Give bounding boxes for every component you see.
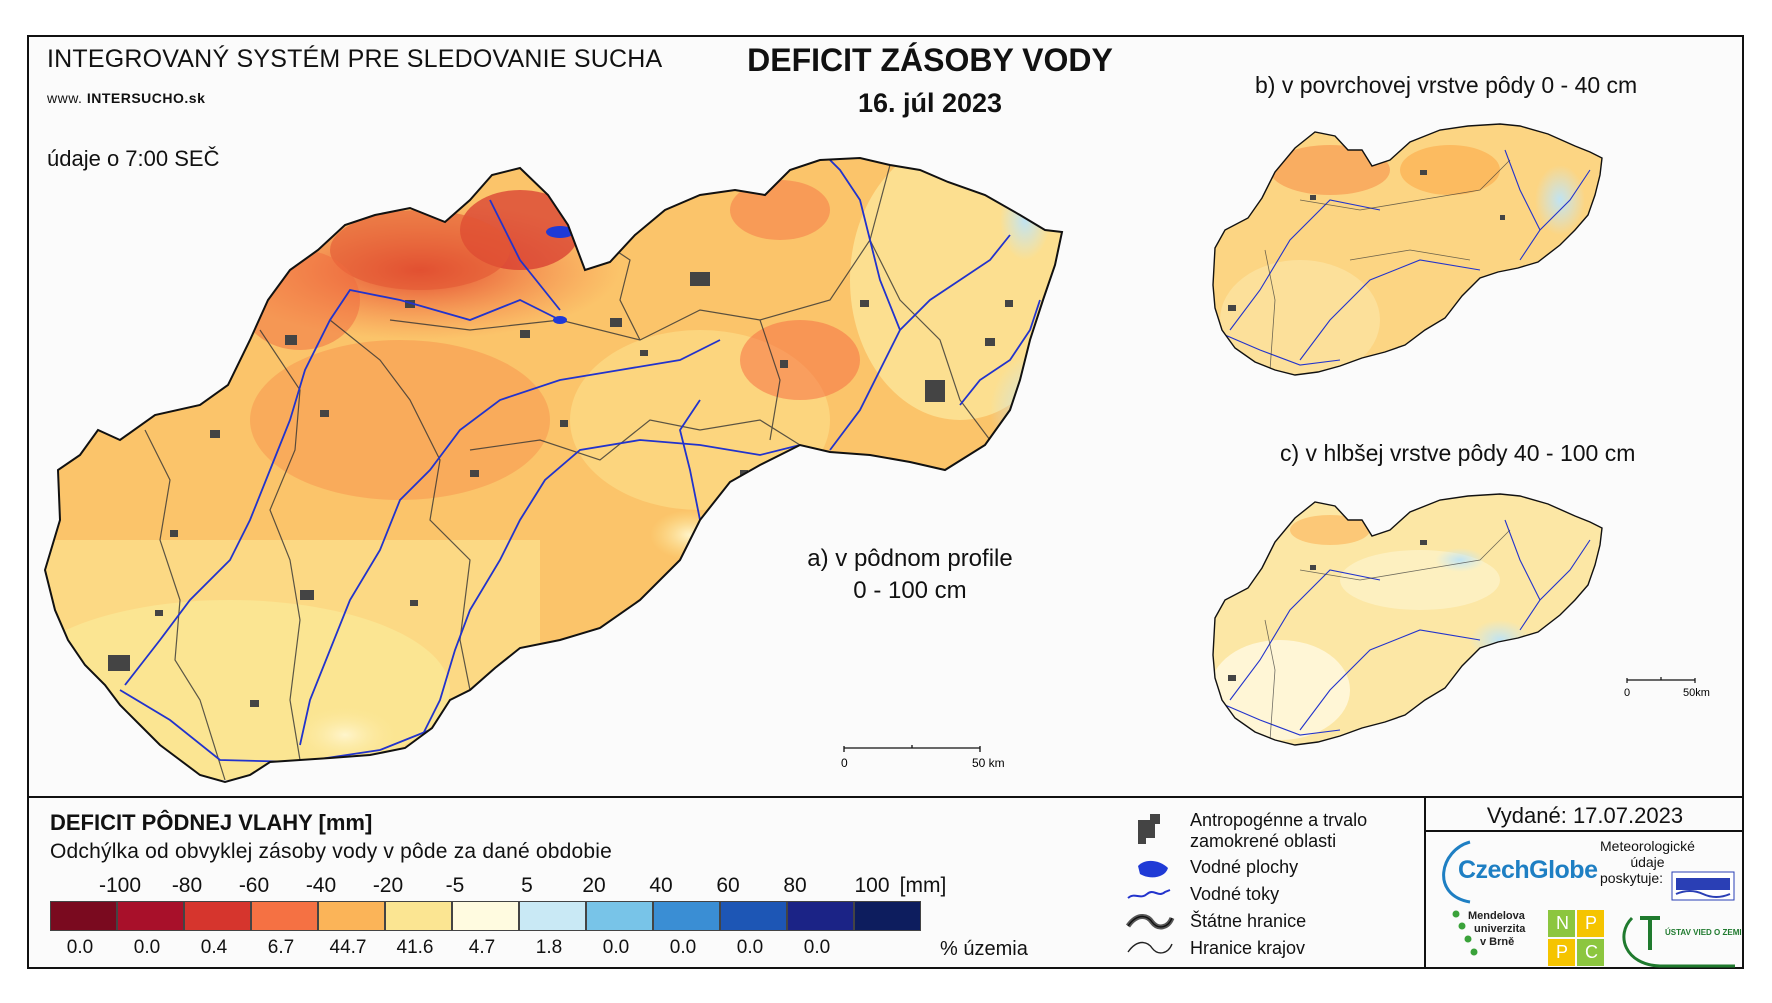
legend-percent: 44.7 bbox=[329, 937, 367, 958]
legend-swatch bbox=[184, 901, 251, 931]
legend-swatch bbox=[720, 901, 787, 931]
mendel-line-3: v Brně bbox=[1480, 936, 1515, 948]
state-border-icon bbox=[1125, 914, 1175, 930]
meteo-line-3: poskytuje: bbox=[1600, 870, 1664, 886]
system-name: INTEGROVANÝ SYSTÉM PRE SLEDOVANIE SUCHA bbox=[47, 45, 663, 73]
legend-percent: 0.0 bbox=[602, 937, 630, 958]
legend-swatch bbox=[50, 901, 117, 931]
key-region-border-label: Hranice krajov bbox=[1190, 938, 1306, 958]
legend-break: 80 bbox=[783, 874, 807, 897]
legend-swatch bbox=[385, 901, 452, 931]
legend-title: DEFICIT PÔDNEJ VLAHY [mm] bbox=[50, 810, 373, 835]
legend-percent: 4.7 bbox=[468, 937, 496, 958]
key-urban-label-2: zamokrené oblasti bbox=[1190, 831, 1337, 851]
legend-percent: 41.6 bbox=[396, 937, 434, 958]
legend-break: 20 bbox=[582, 874, 606, 897]
legend-percent: 0.0 bbox=[803, 937, 831, 958]
legend-divider bbox=[27, 796, 1744, 798]
legend-percent: 0.0 bbox=[66, 937, 94, 958]
key-state-border-label: Štátne hranice bbox=[1190, 911, 1307, 931]
legend-percent: 6.7 bbox=[267, 937, 295, 958]
mendel-line-1: Mendelova bbox=[1468, 910, 1525, 922]
main-map bbox=[44, 157, 1063, 783]
mendel-line-2: univerzita bbox=[1474, 923, 1526, 935]
map-subsoil bbox=[1212, 493, 1603, 746]
meteo-provider-label: Meteorologické údaje poskytuje: bbox=[1600, 838, 1695, 886]
legend-break: -80 bbox=[171, 874, 203, 897]
legend-break: 40 bbox=[649, 874, 673, 897]
main-scalebar bbox=[843, 745, 981, 752]
legend-break: 100 bbox=[854, 874, 890, 897]
main-scalebar-end: 50 km bbox=[972, 756, 1005, 770]
panel-c-label: c) v hlbšej vrstve pôdy 40 - 100 cm bbox=[1280, 440, 1636, 466]
mendel-university-logo bbox=[1452, 910, 1478, 956]
website-link[interactable]: www. INTERSUCHO.sk bbox=[47, 90, 205, 106]
legend-percent: 0.0 bbox=[133, 937, 161, 958]
legend-swatch bbox=[586, 901, 653, 931]
soil-science-institute-logo: ÚSTAV VIED O ZEMI bbox=[1622, 916, 1742, 968]
legend-percent-label: % územia bbox=[940, 938, 1028, 960]
map-date: 16. júl 2023 bbox=[857, 88, 1003, 118]
key-urban-label: Antropogénne a trvalo bbox=[1190, 810, 1368, 830]
river-line-icon bbox=[1127, 889, 1171, 899]
key-water-bodies-label: Vodné plochy bbox=[1190, 857, 1299, 877]
url-prefix: www. bbox=[47, 90, 83, 106]
legend-swatch bbox=[519, 901, 586, 931]
panel-a-depth: 0 - 100 cm bbox=[853, 577, 967, 604]
meteo-line-1: Meteorologické bbox=[1600, 838, 1695, 854]
page-title: DEFICIT ZÁSOBY VODY bbox=[747, 42, 1113, 78]
legend-percent: 0.0 bbox=[669, 937, 697, 958]
main-scalebar-zero: 0 bbox=[841, 756, 848, 770]
legend-break: 5 bbox=[521, 874, 533, 897]
legend-swatch bbox=[251, 901, 318, 931]
legend-percent: 0.4 bbox=[200, 937, 228, 958]
legend-percent: 1.8 bbox=[535, 937, 563, 958]
small-scalebar-zero: 0 bbox=[1624, 687, 1630, 699]
nppc-logo bbox=[1548, 910, 1604, 966]
legend-break: 60 bbox=[716, 874, 740, 897]
nppc-letter: P bbox=[1556, 942, 1569, 962]
small-scalebar bbox=[1626, 677, 1696, 683]
legend-break: -5 bbox=[445, 874, 465, 897]
issued-date: Vydané: 17.07.2023 bbox=[1486, 803, 1684, 828]
czechglobe-logo bbox=[1442, 840, 1471, 904]
czechglobe-name: CzechGlobe bbox=[1458, 856, 1598, 884]
panel-a-label: a) v pôdnom profile bbox=[807, 545, 1013, 572]
legend-break: -60 bbox=[238, 874, 270, 897]
shmu-logo bbox=[1671, 871, 1735, 901]
legend-percent: 0.0 bbox=[736, 937, 764, 958]
legend-swatch bbox=[117, 901, 184, 931]
legend-swatch bbox=[854, 901, 921, 931]
legend-break: -20 bbox=[372, 874, 404, 897]
nppc-letter: C bbox=[1585, 942, 1598, 962]
legend-swatch bbox=[787, 901, 854, 931]
legend-break: -100 bbox=[98, 874, 142, 897]
legend-swatch bbox=[653, 901, 720, 931]
nppc-letter: P bbox=[1585, 913, 1598, 933]
legend-swatch bbox=[452, 901, 519, 931]
mendel-university-name: Mendelova univerzita v Brně bbox=[1462, 910, 1525, 949]
issued-divider bbox=[1424, 830, 1744, 832]
water-body-icon bbox=[1138, 860, 1168, 878]
panel-b-label: b) v povrchovej vrstve pôdy 0 - 40 cm bbox=[1255, 72, 1638, 98]
urban-area-icon bbox=[1138, 814, 1160, 844]
url-main: INTERSUCHO bbox=[86, 90, 185, 106]
legend-break: -40 bbox=[305, 874, 337, 897]
legend-subtitle: Odchýlka od obvyklej zásoby vody v pôde … bbox=[50, 840, 613, 863]
footer-divider bbox=[1424, 796, 1426, 969]
nppc-letter: N bbox=[1556, 913, 1569, 933]
region-border-icon bbox=[1127, 941, 1173, 954]
legend-swatch bbox=[318, 901, 385, 931]
small-scalebar-end: 50km bbox=[1683, 687, 1710, 699]
meteo-line-2: údaje bbox=[1630, 854, 1665, 870]
legend-unit: [mm] bbox=[899, 874, 947, 897]
svg-text:ÚSTAV VIED O ZEMI: ÚSTAV VIED O ZEMI bbox=[1665, 928, 1742, 937]
data-time: údaje o 7:00 SEČ bbox=[47, 146, 220, 171]
map-topsoil bbox=[1212, 123, 1603, 376]
url-suffix: .sk bbox=[184, 90, 206, 106]
key-rivers-label: Vodné toky bbox=[1190, 884, 1280, 904]
